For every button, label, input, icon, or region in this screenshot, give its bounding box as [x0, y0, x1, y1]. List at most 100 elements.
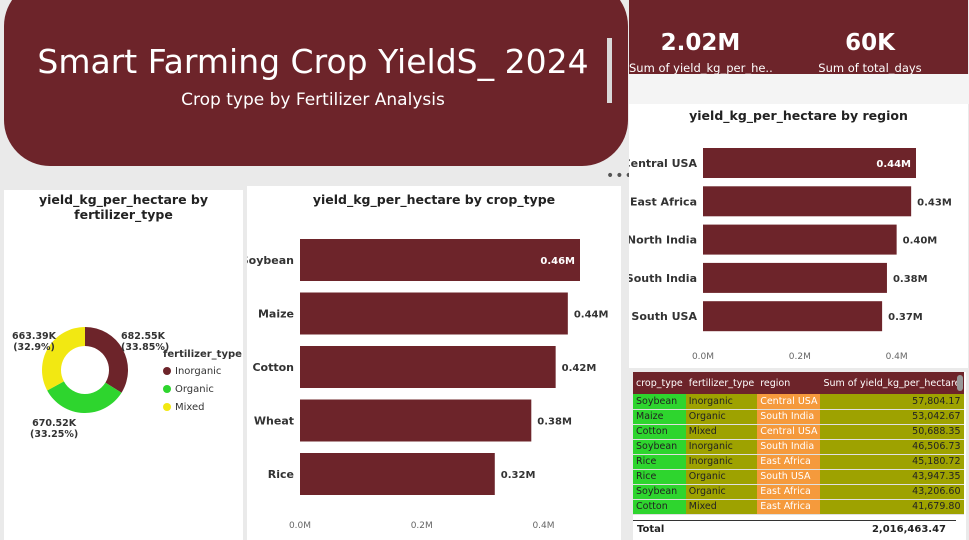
donut-label-inorganic: 682.55K (33.85%) — [121, 331, 170, 353]
bar-value-label: 0.37M — [888, 312, 923, 323]
region-chart-panel[interactable]: yield_kg_per_hectare by region Central U… — [629, 104, 968, 368]
cell-sum: 57,804.17 — [820, 394, 964, 410]
col-header-region[interactable]: region — [757, 372, 821, 394]
category-label: Rice — [268, 468, 294, 481]
bar-value-label: 0.38M — [893, 274, 928, 285]
table-row[interactable]: Soybean Inorganic South India 46,506.73 — [633, 439, 964, 455]
category-label: South USA — [631, 310, 697, 323]
bar-value-label: 0.40M — [903, 236, 938, 247]
cell-fertilizer: Organic — [685, 409, 758, 425]
cell-region: East Africa — [757, 499, 821, 515]
bar[interactable] — [703, 148, 916, 178]
cell-sum: 50,688.35 — [820, 424, 964, 440]
total-value: 2,016,463.47 — [871, 524, 946, 535]
donut-chart[interactable] — [4, 230, 243, 530]
cell-sum: 43,206.60 — [820, 484, 964, 500]
col-header-fertilizer[interactable]: fertilizer_type — [685, 372, 758, 394]
donut-title-line1: yield_kg_per_hectare by — [38, 192, 209, 207]
axis-tick-label: 0.0M — [692, 352, 714, 362]
bar-value-label: 0.42M — [562, 363, 597, 374]
data-table[interactable]: crop_type fertilizer_type region Sum of … — [633, 372, 966, 540]
table-header-row: crop_type fertilizer_type region Sum of … — [633, 372, 964, 394]
bar[interactable] — [300, 346, 556, 388]
cell-region: Central USA — [757, 424, 821, 440]
axis-tick-label: 0.4M — [532, 521, 554, 531]
legend-dot-icon — [163, 367, 171, 375]
table-row[interactable]: Rice Organic South USA 43,947.35 — [633, 469, 964, 485]
donut-label-mixed: 663.39K (32.9%) — [12, 331, 57, 353]
bar[interactable] — [703, 262, 887, 293]
crop-bar-chart[interactable]: Soybean 0.46M Maize 0.44M Cotton 0.42M Wheat 0.… — [247, 210, 621, 540]
legend-dot-icon — [163, 403, 171, 411]
cell-region: East Africa — [757, 454, 821, 470]
axis-tick-label: 0.4M — [886, 352, 908, 362]
axis-tick-label: 0.2M — [411, 521, 433, 531]
region-bar-chart[interactable]: Central USA 0.44M East Africa 0.43M North In… — [629, 124, 968, 368]
donut-slice-mixed[interactable] — [42, 327, 85, 391]
bar-value-label: 0.43M — [917, 197, 952, 208]
region-chart-title: yield_kg_per_hectare by region — [689, 108, 908, 123]
col-header-crop[interactable]: crop_type — [633, 372, 686, 394]
table-scrollbar[interactable] — [957, 375, 963, 391]
table-row[interactable]: Cotton Mixed Central USA 50,688.35 — [633, 424, 964, 440]
bar[interactable] — [703, 224, 897, 255]
kpi-strip — [629, 74, 969, 104]
donut-chart-panel[interactable]: yield_kg_per_hectare by fertilizer_type … — [4, 190, 243, 540]
kpi-label: Sum of yield_kg_per_he... — [629, 61, 772, 75]
bar[interactable] — [300, 292, 568, 335]
category-label: Wheat — [254, 415, 294, 428]
cell-crop: Rice — [633, 454, 686, 470]
category-label: North India — [629, 234, 697, 247]
kpi-value: 60K — [845, 30, 895, 56]
donut-slice-inorganic[interactable] — [85, 327, 129, 393]
cell-region: South USA — [757, 469, 821, 485]
kpi-value: 2.02M — [660, 30, 741, 56]
cell-crop: Cotton — [633, 424, 686, 440]
header-banner — [4, 0, 628, 166]
col-header-sum[interactable]: Sum of yield_kg_per_hectare — [820, 372, 964, 394]
category-label: South India — [629, 272, 697, 285]
axis-tick-label: 0.2M — [789, 352, 811, 362]
cell-fertilizer: Inorganic — [685, 394, 758, 410]
bar[interactable] — [703, 301, 883, 332]
bar-value-label: 0.44M — [876, 159, 911, 170]
crop-chart-title: yield_kg_per_hectare by crop_type — [312, 192, 556, 207]
bar-value-label: 0.32M — [501, 470, 536, 481]
bar[interactable] — [300, 453, 495, 495]
crop-type-chart-panel[interactable]: yield_kg_per_hectare by crop_type Soybea… — [247, 186, 621, 540]
cell-fertilizer: Mixed — [685, 499, 758, 515]
cell-region: South India — [757, 409, 821, 425]
table-row[interactable]: Cotton Mixed East Africa 41,679.80 — [633, 499, 964, 515]
table-row[interactable]: Soybean Organic East Africa 43,206.60 — [633, 484, 964, 500]
bar-value-label: 0.38M — [537, 417, 572, 428]
table-row[interactable]: Maize Organic South India 53,042.67 — [633, 409, 964, 425]
category-label: Soybean — [247, 254, 294, 267]
legend-item-organic[interactable]: Organic — [163, 380, 242, 398]
legend-item-inorganic[interactable]: Inorganic — [163, 362, 242, 380]
cell-sum: 53,042.67 — [820, 409, 964, 425]
bar-value-label: 0.44M — [574, 310, 609, 321]
cell-region: South India — [757, 439, 821, 455]
donut-slice-organic[interactable] — [47, 381, 122, 413]
cell-fertilizer: Inorganic — [685, 454, 758, 470]
bar[interactable] — [703, 186, 912, 217]
legend-item-mixed[interactable]: Mixed — [163, 398, 242, 416]
cell-sum: 45,180.72 — [820, 454, 964, 470]
category-label: Cotton — [252, 361, 294, 374]
legend-title: fertilizer_type — [163, 349, 242, 360]
cell-fertilizer: Organic — [685, 484, 758, 500]
more-options-icon[interactable]: ••• — [606, 168, 634, 184]
cell-fertilizer: Mixed — [685, 424, 758, 440]
category-label: East Africa — [630, 195, 697, 208]
cell-fertilizer: Organic — [685, 469, 758, 485]
cell-crop: Soybean — [633, 394, 686, 410]
cell-crop: Cotton — [633, 499, 686, 515]
donut-label-organic: 670.52K (33.25%) — [30, 418, 79, 440]
table-row[interactable]: Rice Inorganic East Africa 45,180.72 — [633, 454, 964, 470]
cell-crop: Rice — [633, 469, 686, 485]
bar[interactable] — [300, 239, 580, 281]
table-row[interactable]: Soybean Inorganic Central USA 57,804.17 — [633, 394, 964, 410]
bar[interactable] — [300, 399, 532, 442]
category-label: Central USA — [629, 157, 697, 170]
cell-fertilizer: Inorganic — [685, 439, 758, 455]
